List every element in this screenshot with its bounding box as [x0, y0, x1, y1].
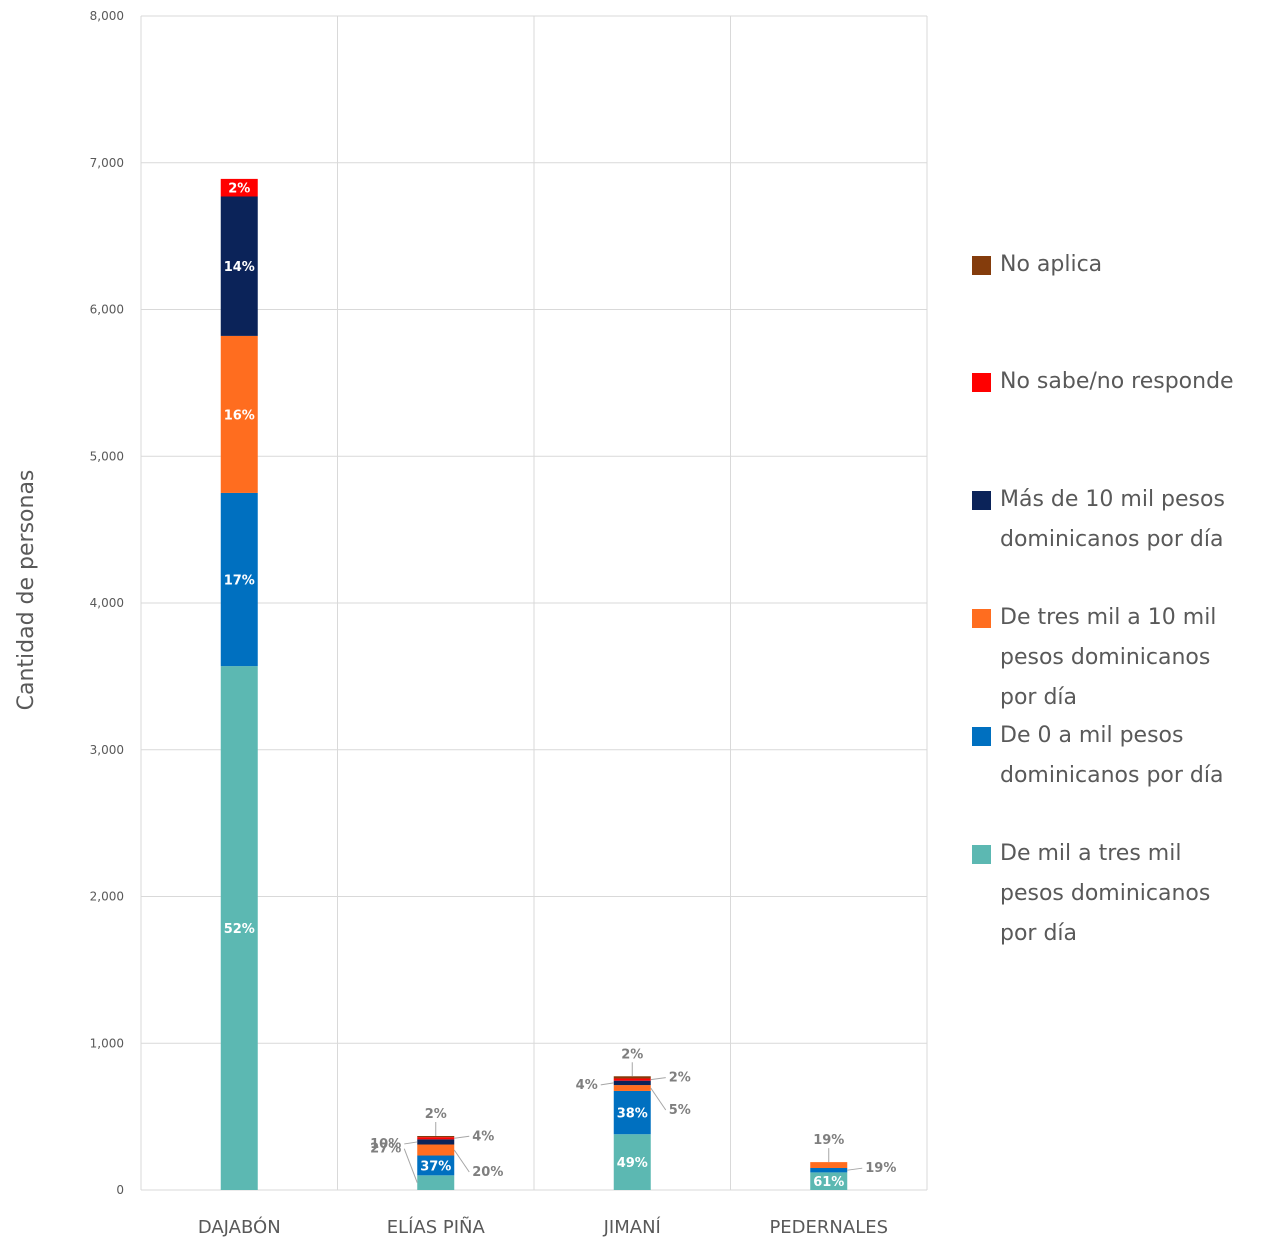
legend-swatch: [972, 609, 991, 628]
data-label: 2%: [669, 1071, 691, 1086]
data-label: 52%: [224, 922, 255, 937]
leader-line: [650, 1087, 667, 1111]
legend-label-line: por día: [1000, 685, 1078, 710]
legend-label-line: No aplica: [1000, 252, 1103, 277]
data-label: 2%: [425, 1107, 447, 1122]
y-tick-label: 4,000: [90, 596, 124, 610]
bar-segment: [220, 335, 258, 493]
data-label: 19%: [813, 1133, 844, 1148]
data-label: 49%: [617, 1156, 648, 1171]
bar-segment: [613, 1078, 651, 1081]
gridlines: [140, 15, 928, 1191]
bar-stacks: [220, 178, 848, 1190]
data-label: 5%: [669, 1103, 691, 1118]
data-label: 37%: [420, 1159, 451, 1174]
bar-segment: [417, 1155, 455, 1176]
legend-swatch: [972, 491, 991, 510]
legend-label-line: por día: [1000, 921, 1078, 946]
leader-line: [650, 1077, 666, 1081]
data-label: 10%: [370, 1137, 401, 1152]
legend-label: De 0 a mil pesos dominicanos por día: [1000, 716, 1255, 796]
legend-label-line: De tres mil a 10 mil: [1000, 605, 1217, 630]
bar-segment: [220, 196, 258, 336]
legend-label: No aplica: [1000, 245, 1255, 285]
data-label: 4%: [472, 1129, 494, 1144]
bar-segment: [810, 1162, 848, 1168]
legend-swatch: [972, 727, 991, 746]
data-label: 2%: [228, 182, 250, 197]
data-label: 19%: [865, 1161, 896, 1176]
legend-swatch: [972, 256, 991, 275]
x-category-label: JIMANÍ: [603, 1216, 661, 1238]
legend-label-line: dominicanos por día: [1000, 763, 1224, 788]
y-tick-label: 1,000: [90, 1036, 124, 1050]
legend-label-line: De 0 a mil pesos: [1000, 723, 1184, 748]
y-tick-label: 2,000: [90, 890, 124, 904]
bar-segment: [810, 1172, 848, 1190]
bar-segment: [417, 1135, 455, 1138]
y-tick-label: 0: [116, 1183, 124, 1197]
data-label: 2%: [621, 1047, 643, 1062]
bar-segment: [613, 1085, 651, 1091]
data-label: 17%: [224, 574, 255, 589]
bar-segment: [810, 1167, 848, 1173]
bar-segment: [613, 1080, 651, 1086]
axes: 0 1,000 2,000 3,000 4,000 5,000 6,000 7,000 8,00…: [90, 9, 888, 1238]
legend-label-line: pesos dominicanos: [1000, 645, 1211, 670]
data-label: 20%: [472, 1165, 503, 1180]
y-axis-title: Cantidad de personas: [14, 470, 39, 711]
legend-label: No sabe/no responde: [1000, 362, 1255, 402]
leader-line: [454, 1135, 470, 1139]
bar-segment: [613, 1090, 651, 1135]
data-label: 61%: [813, 1175, 844, 1190]
legend-label: De mil a tres mil pesos dominicanos por dí…: [1000, 834, 1255, 954]
y-tick-label: 6,000: [90, 303, 124, 317]
bar-segment: [220, 666, 258, 1190]
bar-segment: [220, 178, 258, 197]
legend-label-line: De mil a tres mil: [1000, 841, 1182, 866]
y-tick-label: 7,000: [90, 156, 124, 170]
leader-line: [600, 1082, 614, 1086]
bar-segment: [613, 1134, 651, 1190]
x-category-label: DAJABÓN: [198, 1216, 281, 1238]
y-tick-label: 5,000: [90, 449, 124, 463]
legend-label: Más de 10 mil pesos dominicanos por día: [1000, 480, 1255, 560]
x-category-label: PEDERNALES: [769, 1217, 888, 1238]
legend-label-line: Más de 10 mil pesos: [1000, 487, 1225, 512]
data-label: 38%: [617, 1107, 648, 1122]
legend-label-line: pesos dominicanos: [1000, 881, 1211, 906]
leader-line: [403, 1148, 418, 1183]
leader-line: [847, 1167, 863, 1171]
legend-label: De tres mil a 10 mil pesos dominicanos por…: [1000, 598, 1255, 718]
bar-segment: [417, 1144, 455, 1156]
leader-line: [404, 1141, 418, 1145]
data-label: 4%: [576, 1078, 598, 1093]
data-labels: 52% 17% 16% 14% 2% 37% 27% 20% 10% 4% 2% 49% 38% 5% 4%…: [224, 182, 897, 1190]
legend-swatch: [972, 845, 991, 864]
bar-segment: [417, 1139, 455, 1145]
legend-label-line: No sabe/no responde: [1000, 369, 1234, 394]
y-tick-label: 3,000: [90, 743, 124, 757]
bar-segment: [220, 492, 258, 667]
data-label: 14%: [224, 260, 255, 275]
bar-segment: [613, 1076, 651, 1079]
legend-label-line: dominicanos por día: [1000, 527, 1224, 552]
data-label: 27%: [370, 1142, 401, 1157]
data-label: 16%: [224, 408, 255, 423]
bar-segment: [417, 1175, 455, 1190]
leader-line: [453, 1149, 470, 1173]
bar-segment: [417, 1137, 455, 1140]
y-tick-label: 8,000: [90, 9, 124, 23]
x-category-label: ELÍAS PIÑA: [387, 1216, 486, 1238]
legend-swatch: [972, 373, 991, 392]
